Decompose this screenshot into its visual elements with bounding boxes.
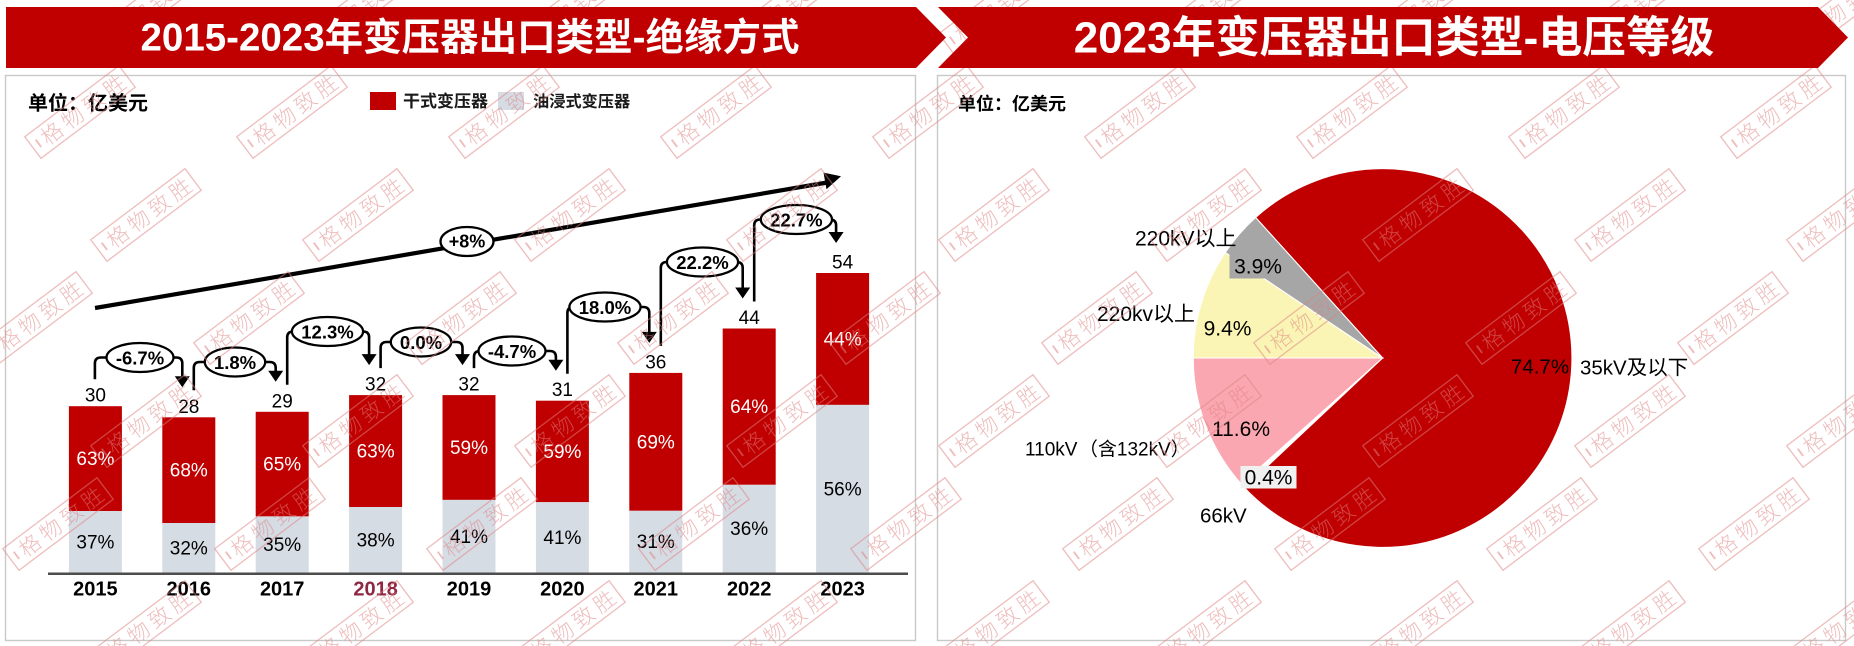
svg-text:2015-2023: 2015-2023 — [141, 17, 325, 60]
svg-text:+8%: +8% — [449, 232, 486, 252]
svg-text:41%: 41% — [543, 528, 581, 549]
svg-text:32: 32 — [365, 375, 386, 396]
svg-text:44: 44 — [739, 308, 761, 329]
svg-text:35kV: 35kV — [1580, 357, 1627, 380]
svg-text:2017: 2017 — [260, 579, 305, 601]
svg-text:59%: 59% — [450, 438, 488, 459]
svg-text:22.2%: 22.2% — [676, 252, 728, 273]
svg-text:2015: 2015 — [73, 579, 118, 601]
svg-text:18.0%: 18.0% — [579, 297, 631, 318]
svg-text:12.3%: 12.3% — [301, 322, 353, 343]
svg-text:64%: 64% — [730, 397, 768, 418]
svg-text:2016: 2016 — [167, 579, 212, 601]
svg-text:69%: 69% — [637, 432, 675, 453]
svg-text:63%: 63% — [357, 442, 395, 463]
svg-text:3.9%: 3.9% — [1234, 256, 1282, 279]
svg-text:54: 54 — [832, 253, 854, 274]
svg-text:29: 29 — [272, 391, 293, 412]
svg-text:68%: 68% — [170, 461, 208, 482]
svg-text:59%: 59% — [543, 442, 581, 463]
svg-text:65%: 65% — [263, 455, 301, 476]
svg-text:11.6%: 11.6% — [1212, 418, 1270, 441]
svg-text:9.4%: 9.4% — [1204, 318, 1252, 341]
svg-text:66kV: 66kV — [1200, 505, 1247, 528]
svg-text:-: - — [1524, 14, 1539, 63]
svg-text:-6.7%: -6.7% — [116, 348, 164, 369]
svg-text:2019: 2019 — [447, 579, 492, 601]
svg-text:-: - — [633, 17, 646, 60]
svg-text:38%: 38% — [357, 530, 395, 551]
svg-text:2021: 2021 — [634, 579, 679, 601]
svg-text:1.8%: 1.8% — [214, 352, 256, 373]
svg-text:31: 31 — [552, 380, 573, 401]
svg-text:32: 32 — [458, 375, 479, 396]
svg-text:35%: 35% — [263, 535, 301, 556]
svg-text:36%: 36% — [730, 519, 768, 540]
svg-text:56%: 56% — [824, 479, 862, 500]
svg-text:74.7%: 74.7% — [1511, 356, 1569, 379]
svg-text:2018: 2018 — [353, 579, 398, 601]
svg-text:-4.7%: -4.7% — [488, 341, 536, 362]
svg-text:2020: 2020 — [540, 579, 585, 601]
svg-text:32%: 32% — [170, 538, 208, 559]
svg-text:220kv: 220kv — [1097, 303, 1154, 326]
svg-text:36: 36 — [645, 352, 666, 373]
svg-text:0.4%: 0.4% — [1245, 467, 1293, 490]
svg-text:44%: 44% — [824, 329, 862, 350]
svg-text:110kV: 110kV — [1025, 440, 1078, 461]
svg-text:30: 30 — [85, 386, 106, 407]
svg-text:0.0%: 0.0% — [400, 332, 442, 353]
svg-text:2023: 2023 — [1074, 14, 1172, 63]
svg-text:2022: 2022 — [727, 579, 772, 601]
svg-text:37%: 37% — [76, 532, 114, 553]
